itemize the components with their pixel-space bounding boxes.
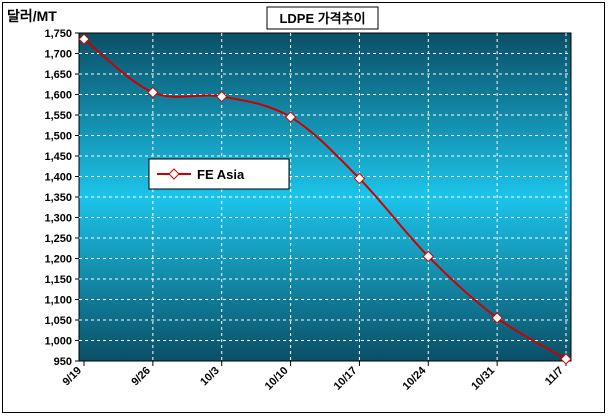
x-tick-label: 10/17 — [332, 365, 360, 393]
data-point-marker — [147, 86, 159, 99]
y-tick-label: 1,400 — [44, 172, 72, 184]
legend-marker-sample — [168, 168, 180, 180]
x-tick-label: 9/26 — [129, 365, 153, 389]
y-tick-label: 1,700 — [44, 49, 72, 61]
y-tick-label: 1,100 — [44, 295, 72, 307]
chart-title: LDPE 가격추이 — [279, 11, 365, 26]
x-tick-label: 9/19 — [60, 365, 84, 389]
y-tick-label: 1,350 — [44, 192, 72, 204]
series-line — [83, 38, 567, 360]
y-tick-label: 1,600 — [44, 90, 72, 102]
chart-title-box: LDPE 가격추이 — [266, 6, 379, 30]
y-tick-label: 1,300 — [44, 213, 72, 225]
x-tick-label: 10/24 — [400, 364, 429, 393]
y-tick-label: 1,750 — [44, 28, 72, 40]
y-tick-label: 1,000 — [44, 336, 72, 348]
y-axis-unit-label: 달러/MT — [7, 8, 57, 24]
y-tick-label: 1,450 — [44, 151, 72, 163]
data-point-marker — [491, 312, 503, 324]
x-tick-label: 10/10 — [263, 365, 291, 393]
chart-frame: 950 1,000 1,050 1,100 1,150 1,200 1,250 1,300 1,… — [2, 2, 605, 413]
data-point-marker — [560, 353, 572, 365]
ldpe-price-chart: 950 1,000 1,050 1,100 1,150 1,200 1,250 1,300 1,… — [7, 6, 572, 393]
y-tick-label: 1,050 — [44, 315, 72, 327]
data-point-marker — [284, 111, 297, 123]
y-axis-ticks: 950 1,000 1,050 1,100 1,150 1,200 1,250 1,300 1,… — [44, 28, 79, 368]
legend: FE Asia — [148, 158, 290, 190]
data-point-marker — [216, 90, 228, 103]
x-axis-ticks: 9/19 9/26 10/3 10/10 10/17 10/24 10/31 11/7 — [60, 361, 567, 393]
y-tick-label: 1,550 — [44, 110, 72, 122]
x-tick-label: 10/3 — [198, 365, 222, 389]
data-point-marker — [78, 33, 90, 45]
data-point-marker — [353, 172, 366, 185]
y-tick-label: 1,250 — [44, 233, 72, 245]
y-tick-label: 1,150 — [44, 274, 72, 286]
series-fe-asia — [78, 33, 572, 365]
x-tick-label: 11/7 — [543, 365, 566, 388]
y-tick-label: 1,500 — [44, 131, 72, 143]
y-tick-label: 1,650 — [44, 69, 72, 81]
data-point-marker — [422, 250, 434, 263]
y-tick-label: 950 — [54, 356, 72, 368]
y-tick-label: 1,200 — [44, 254, 72, 266]
gridlines — [79, 33, 571, 361]
x-tick-label: 10/31 — [469, 365, 497, 393]
legend-entry-fe-asia: FE Asia — [197, 167, 245, 182]
